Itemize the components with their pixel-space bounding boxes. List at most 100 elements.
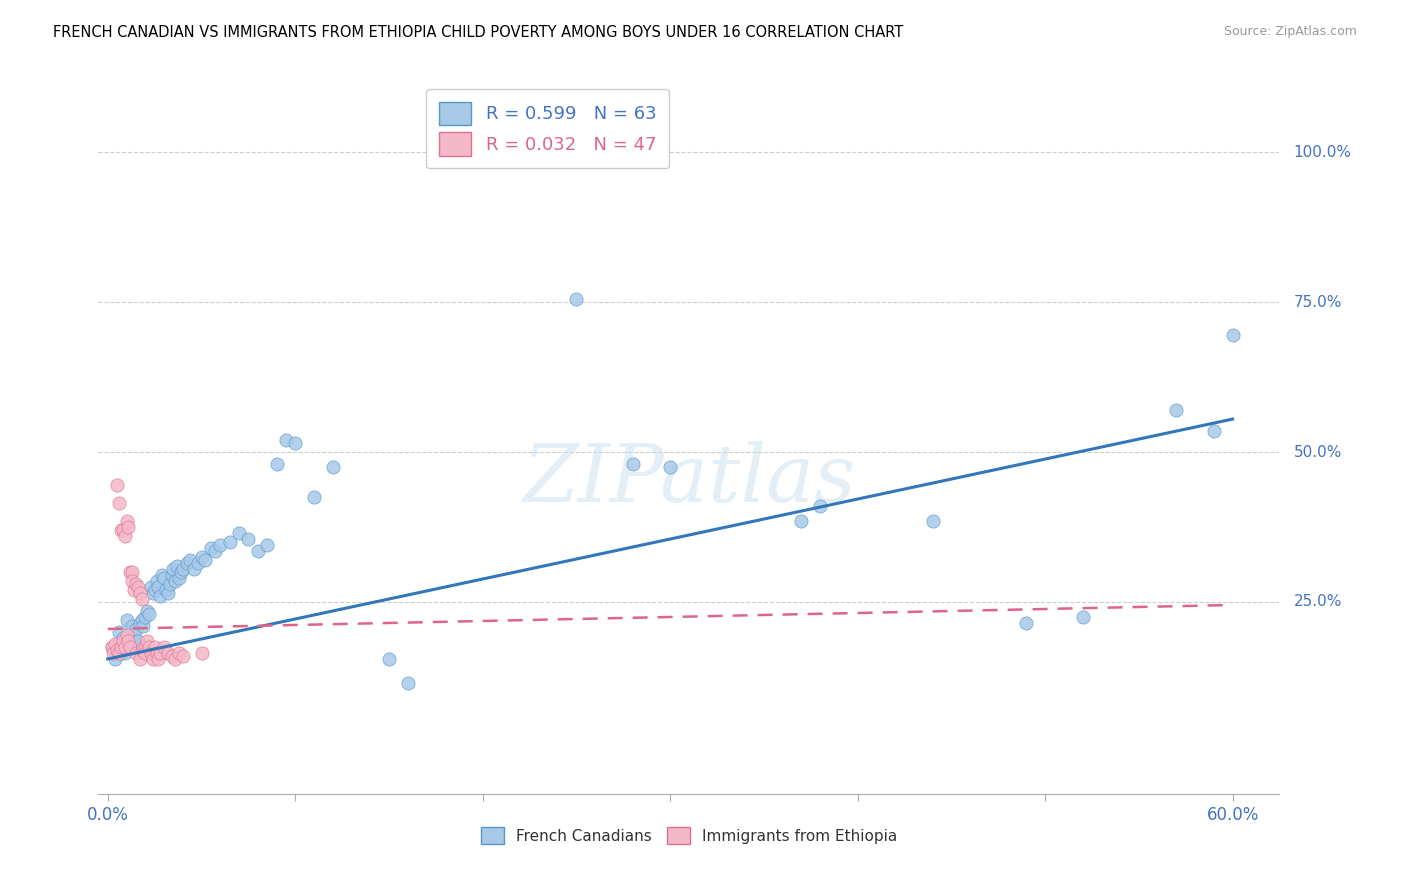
Point: [302, 490, 325, 504]
Point: [565, 292, 588, 306]
Point: [108, 496, 131, 510]
Point: [128, 615, 150, 630]
Point: [176, 556, 198, 570]
Point: [100, 640, 122, 654]
Point: [284, 436, 307, 450]
Text: Source: ZipAtlas.com: Source: ZipAtlas.com: [1223, 25, 1357, 38]
Point: [127, 634, 149, 648]
Point: [204, 544, 226, 558]
Point: [274, 433, 297, 447]
Point: [187, 556, 209, 570]
Point: [131, 643, 153, 657]
Point: [228, 526, 250, 541]
Point: [1222, 328, 1244, 343]
Point: [125, 577, 148, 591]
Point: [167, 646, 190, 660]
Point: [105, 643, 128, 657]
Text: 25.0%: 25.0%: [1294, 594, 1341, 609]
Point: [156, 586, 179, 600]
Point: [117, 520, 139, 534]
Point: [162, 562, 184, 576]
Point: [104, 652, 127, 666]
Point: [103, 646, 125, 660]
Point: [921, 514, 943, 528]
Point: [659, 460, 682, 475]
Point: [108, 624, 131, 639]
Point: [128, 652, 150, 666]
Point: [131, 592, 153, 607]
Point: [117, 634, 139, 648]
Point: [145, 646, 167, 660]
Point: [105, 478, 128, 492]
Point: [115, 628, 138, 642]
Point: [132, 619, 155, 633]
Text: 75.0%: 75.0%: [1294, 294, 1341, 310]
Point: [155, 582, 177, 597]
Point: [172, 648, 194, 663]
Point: [246, 544, 269, 558]
Point: [131, 613, 153, 627]
Point: [111, 634, 134, 648]
Point: [120, 640, 142, 654]
Point: [105, 637, 128, 651]
Point: [153, 640, 176, 654]
Point: [166, 559, 188, 574]
Point: [1202, 424, 1225, 438]
Point: [139, 580, 162, 594]
Text: 50.0%: 50.0%: [1294, 444, 1341, 459]
Point: [121, 619, 143, 633]
Point: [114, 646, 136, 660]
Point: [145, 574, 167, 588]
Point: [209, 538, 232, 552]
Point: [148, 580, 170, 594]
Point: [110, 646, 132, 660]
Point: [142, 586, 165, 600]
Point: [134, 610, 156, 624]
Point: [111, 631, 134, 645]
Text: FRENCH CANADIAN VS IMMIGRANTS FROM ETHIOPIA CHILD POVERTY AMONG BOYS UNDER 16 CO: FRENCH CANADIAN VS IMMIGRANTS FROM ETHIO…: [53, 25, 904, 40]
Point: [172, 562, 194, 576]
Point: [139, 646, 162, 660]
Point: [238, 532, 260, 546]
Point: [114, 640, 136, 654]
Legend: French Canadians, Immigrants from Ethiopia: French Canadians, Immigrants from Ethiop…: [475, 821, 903, 850]
Point: [110, 523, 132, 537]
Point: [143, 640, 166, 654]
Point: [160, 648, 183, 663]
Text: ZIPatlas: ZIPatlas: [522, 442, 856, 518]
Point: [322, 460, 344, 475]
Point: [167, 571, 190, 585]
Point: [100, 640, 122, 654]
Point: [200, 541, 222, 555]
Point: [125, 622, 148, 636]
Point: [190, 549, 212, 564]
Point: [150, 568, 173, 582]
Point: [159, 577, 181, 591]
Point: [790, 514, 813, 528]
Point: [122, 628, 145, 642]
Point: [160, 568, 183, 582]
Point: [143, 582, 166, 597]
Point: [179, 553, 201, 567]
Point: [134, 640, 156, 654]
Point: [134, 646, 156, 660]
Point: [120, 565, 142, 579]
Point: [621, 457, 644, 471]
Point: [218, 535, 240, 549]
Point: [148, 652, 170, 666]
Point: [1071, 610, 1094, 624]
Point: [104, 637, 127, 651]
Point: [114, 529, 136, 543]
Point: [266, 457, 288, 471]
Point: [136, 604, 159, 618]
Point: [1166, 403, 1188, 417]
Point: [117, 634, 139, 648]
Point: [120, 640, 142, 654]
Point: [115, 514, 138, 528]
Point: [170, 565, 193, 579]
Point: [156, 646, 179, 660]
Point: [396, 676, 419, 690]
Point: [808, 499, 831, 513]
Point: [153, 571, 176, 585]
Point: [194, 553, 217, 567]
